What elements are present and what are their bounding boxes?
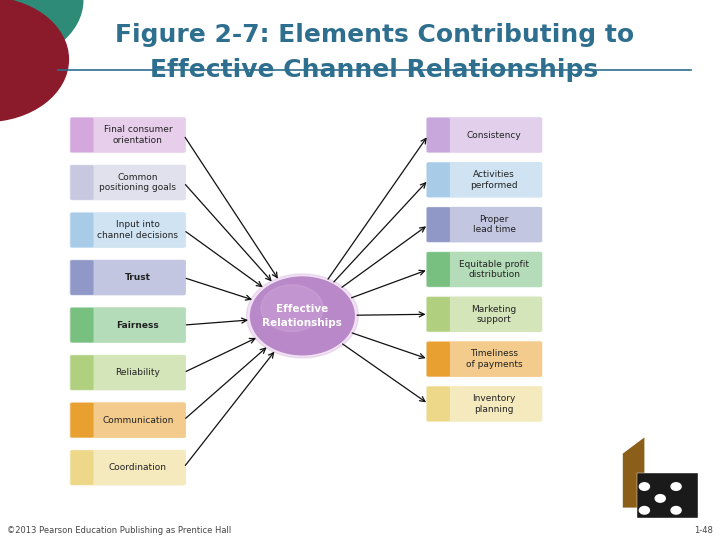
Text: Equitable profit
distribution: Equitable profit distribution	[459, 260, 529, 279]
Text: 1-48: 1-48	[694, 525, 713, 535]
FancyBboxPatch shape	[426, 251, 543, 288]
FancyBboxPatch shape	[69, 212, 186, 248]
Text: Common
positioning goals: Common positioning goals	[99, 173, 176, 192]
Circle shape	[251, 277, 354, 355]
Text: ©2013 Pearson Education Publishing as Prentice Hall: ©2013 Pearson Education Publishing as Pr…	[7, 525, 231, 535]
Text: Effective Channel Relationships: Effective Channel Relationships	[150, 58, 598, 82]
FancyBboxPatch shape	[71, 450, 94, 485]
FancyBboxPatch shape	[427, 297, 450, 332]
Text: Coordination: Coordination	[109, 463, 167, 472]
Text: Trust: Trust	[125, 273, 151, 282]
FancyBboxPatch shape	[427, 387, 450, 421]
Text: Fairness: Fairness	[117, 321, 159, 329]
FancyBboxPatch shape	[426, 161, 543, 198]
FancyBboxPatch shape	[426, 341, 543, 377]
FancyBboxPatch shape	[426, 296, 543, 333]
Text: Communication: Communication	[102, 416, 174, 424]
FancyBboxPatch shape	[69, 307, 186, 343]
FancyBboxPatch shape	[637, 472, 698, 518]
FancyBboxPatch shape	[69, 402, 186, 438]
FancyBboxPatch shape	[69, 354, 186, 391]
Circle shape	[261, 285, 323, 332]
Text: Consistency: Consistency	[467, 131, 521, 139]
Circle shape	[639, 483, 649, 490]
FancyBboxPatch shape	[69, 117, 186, 153]
FancyBboxPatch shape	[69, 259, 186, 296]
Circle shape	[0, 0, 68, 122]
FancyBboxPatch shape	[69, 449, 186, 486]
FancyBboxPatch shape	[71, 260, 94, 295]
FancyBboxPatch shape	[71, 403, 94, 437]
FancyBboxPatch shape	[426, 117, 543, 153]
Text: Final consumer
orientation: Final consumer orientation	[104, 125, 172, 145]
Circle shape	[639, 507, 649, 514]
FancyBboxPatch shape	[427, 163, 450, 197]
Text: Activities
performed: Activities performed	[470, 170, 518, 190]
FancyBboxPatch shape	[71, 118, 94, 152]
Circle shape	[671, 483, 681, 490]
FancyBboxPatch shape	[427, 207, 450, 242]
Circle shape	[671, 507, 681, 514]
Circle shape	[0, 0, 83, 62]
Text: Figure 2-7: Elements Contributing to: Figure 2-7: Elements Contributing to	[114, 23, 634, 47]
Circle shape	[655, 495, 665, 502]
Text: Inventory
planning: Inventory planning	[472, 394, 516, 414]
Text: Marketing
support: Marketing support	[472, 305, 517, 324]
FancyBboxPatch shape	[427, 252, 450, 287]
FancyBboxPatch shape	[71, 165, 94, 200]
Text: Effective
Relationships: Effective Relationships	[263, 305, 342, 327]
FancyBboxPatch shape	[426, 206, 543, 243]
FancyBboxPatch shape	[427, 342, 450, 376]
Circle shape	[246, 274, 359, 358]
FancyBboxPatch shape	[69, 164, 186, 201]
Text: Timeliness
of payments: Timeliness of payments	[466, 349, 523, 369]
Text: Reliability: Reliability	[115, 368, 161, 377]
Text: Input into
channel decisions: Input into channel decisions	[97, 220, 179, 240]
Text: Proper
lead time: Proper lead time	[473, 215, 516, 234]
Polygon shape	[623, 437, 644, 508]
FancyBboxPatch shape	[427, 118, 450, 152]
FancyBboxPatch shape	[426, 386, 543, 422]
FancyBboxPatch shape	[71, 355, 94, 390]
FancyBboxPatch shape	[71, 213, 94, 247]
FancyBboxPatch shape	[71, 308, 94, 342]
